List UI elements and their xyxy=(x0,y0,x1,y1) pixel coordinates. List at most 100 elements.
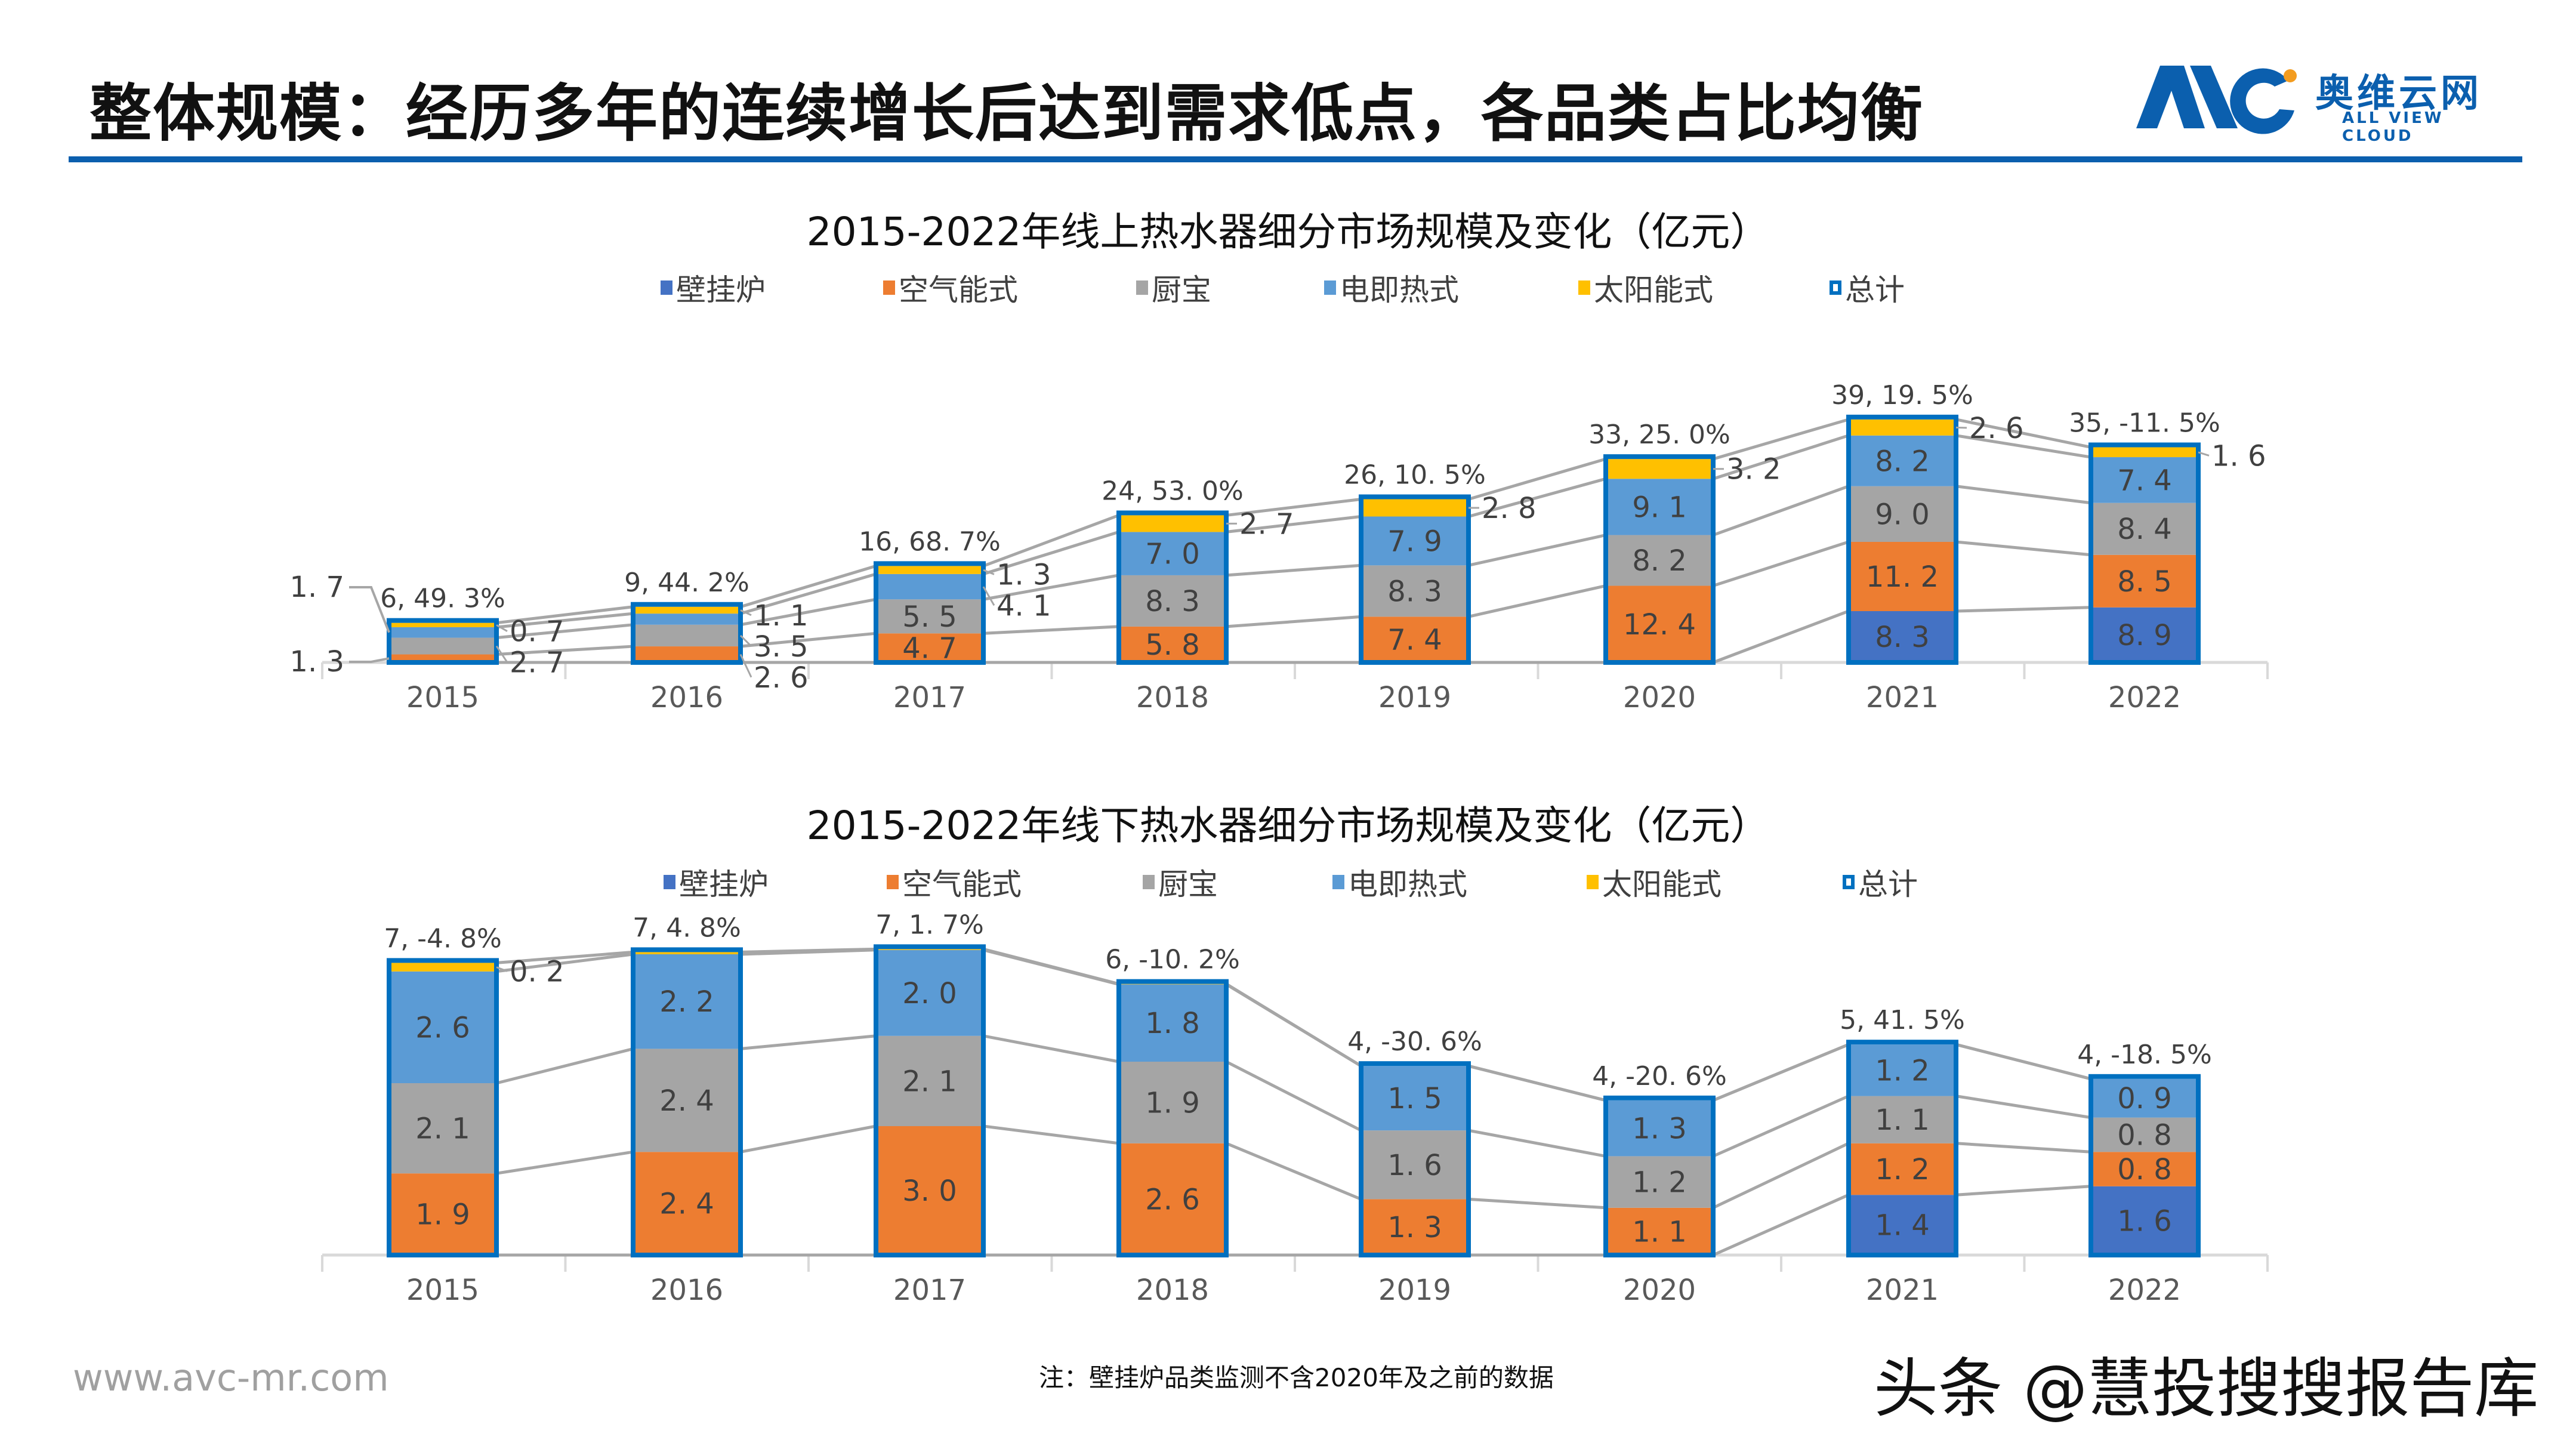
legend-label: 壁挂炉 xyxy=(679,867,769,902)
segment-label: 2. 8 xyxy=(1482,492,1537,525)
total-label: 33, 25. 0% xyxy=(1588,420,1730,450)
segment-label: 0. 8 xyxy=(2117,1118,2172,1152)
segment-label: 1. 6 xyxy=(2117,1204,2172,1238)
bar-segment xyxy=(2091,1117,2198,1152)
avc-logo: 奥维云网 ALL VIEW CLOUD xyxy=(2136,63,2518,145)
bar-segment xyxy=(2091,457,2198,503)
segment-label: 0. 7 xyxy=(510,615,564,649)
bar-segment xyxy=(2091,1078,2198,1118)
series-line xyxy=(983,514,1119,568)
x-tick-label: 2020 xyxy=(1623,681,1696,714)
series-line xyxy=(740,947,877,954)
legend-swatch xyxy=(1324,280,1336,295)
leader-line xyxy=(496,966,508,972)
footer-watermark: 头条 @慧投搜搜报告库 xyxy=(1874,1352,2539,1426)
leader-line xyxy=(349,586,390,633)
series-line xyxy=(1226,1142,1362,1201)
bar-segment xyxy=(2091,502,2198,555)
leader-line xyxy=(2198,451,2210,457)
segment-label: 8. 9 xyxy=(2117,619,2172,652)
bar-segment xyxy=(1849,541,1956,612)
bar-segment xyxy=(633,646,741,662)
segment-label: 1. 6 xyxy=(2211,439,2266,473)
bar-segment xyxy=(1361,1199,1469,1255)
segment-label: 1. 3 xyxy=(1632,1112,1687,1146)
segment-label: 1. 3 xyxy=(289,645,344,679)
series-line xyxy=(983,574,1119,601)
total-label: 24, 53. 0% xyxy=(1102,476,1244,506)
legend-swatch xyxy=(1136,280,1148,295)
legend-label: 厨宝 xyxy=(1152,273,1211,307)
bar-total-outline xyxy=(1846,1040,1958,1257)
bar-segment xyxy=(633,1049,741,1152)
bar-segment xyxy=(1849,1096,1956,1143)
bar-total-outline xyxy=(631,602,743,665)
bar-total-outline xyxy=(874,561,986,665)
series-line xyxy=(1468,477,1606,518)
legend-item: 电即热式 xyxy=(1324,266,1459,309)
segment-label: 8. 4 xyxy=(2117,513,2172,546)
bar-total-outline xyxy=(1359,1061,1471,1257)
bar-segment xyxy=(389,1083,496,1174)
legend-swatch xyxy=(661,280,672,295)
series-line xyxy=(496,623,634,640)
bar-segment xyxy=(633,954,741,1049)
legend-item: 壁挂炉 xyxy=(664,861,769,904)
series-line xyxy=(1955,485,2091,505)
chart-2-legend: 壁挂炉 空气能式 厨宝 电即热式 太阳能式 总计 xyxy=(0,861,2576,902)
series-line xyxy=(1712,1142,1850,1210)
legend-item: 太阳能式 xyxy=(1587,861,1722,904)
legend-label: 太阳能式 xyxy=(1602,867,1722,902)
bar-segment xyxy=(1849,1143,1956,1195)
legend-label: 空气能式 xyxy=(902,867,1022,902)
legend-item: 总计 xyxy=(1843,861,1918,904)
x-tick-label: 2022 xyxy=(2108,1274,2181,1307)
segment-label: 2. 7 xyxy=(510,646,564,680)
series-line xyxy=(1468,1064,1606,1102)
bar-segment xyxy=(1119,515,1226,532)
leader-line xyxy=(1955,426,1967,429)
legend-label: 总计 xyxy=(1845,273,1905,307)
segment-label: 1. 2 xyxy=(1875,1054,1930,1087)
segment-label: 2. 6 xyxy=(754,661,809,695)
series-line xyxy=(1226,615,1362,628)
segment-label: 2. 6 xyxy=(1145,1183,1200,1216)
segment-label: 7. 0 xyxy=(1145,538,1200,571)
series-line xyxy=(1713,1043,1849,1102)
series-line xyxy=(496,645,634,656)
x-tick-label: 2016 xyxy=(650,1274,723,1307)
series-line xyxy=(1713,609,1849,664)
series-line xyxy=(1955,1142,2091,1154)
legend-item: 总计 xyxy=(1830,266,1905,309)
legend-label: 壁挂炉 xyxy=(676,273,766,307)
segment-label: 2. 1 xyxy=(902,1065,957,1098)
x-tick-label: 2018 xyxy=(1136,1274,1209,1307)
legend-label: 总计 xyxy=(1858,867,1918,902)
segment-label: 2. 4 xyxy=(659,1084,714,1118)
series-line xyxy=(1955,1185,2091,1197)
legend-swatch xyxy=(1830,280,1841,295)
segment-label: 1. 6 xyxy=(1387,1149,1442,1182)
bar-segment xyxy=(1606,585,1713,662)
segment-label: 2. 1 xyxy=(415,1112,470,1146)
bar-segment xyxy=(2091,554,2198,608)
bar-segment xyxy=(1606,1156,1713,1208)
total-label: 4, -30. 6% xyxy=(1347,1026,1482,1057)
total-label: 39, 19. 5% xyxy=(1831,380,1973,411)
bar-segment xyxy=(1361,1130,1469,1200)
series-line xyxy=(1955,606,2091,613)
bar-segment xyxy=(2091,607,2198,662)
legend-label: 电即热式 xyxy=(1340,273,1459,307)
bar-segment xyxy=(389,963,496,972)
segment-label: 1. 7 xyxy=(289,571,344,604)
bar-segment xyxy=(876,633,983,662)
footer-url: www.avc-mr.com xyxy=(73,1356,389,1399)
segment-label: 1. 8 xyxy=(1145,1007,1200,1040)
bar-segment xyxy=(1849,1044,1956,1096)
bar-total-outline xyxy=(1603,454,1716,665)
page-title: 整体规模：经历多年的连续增长后达到需求低点，各品类占比均衡 xyxy=(90,77,1924,150)
series-line xyxy=(1226,563,1362,577)
segment-label: 4. 1 xyxy=(997,589,1051,622)
segment-label: 8. 2 xyxy=(1632,544,1687,578)
